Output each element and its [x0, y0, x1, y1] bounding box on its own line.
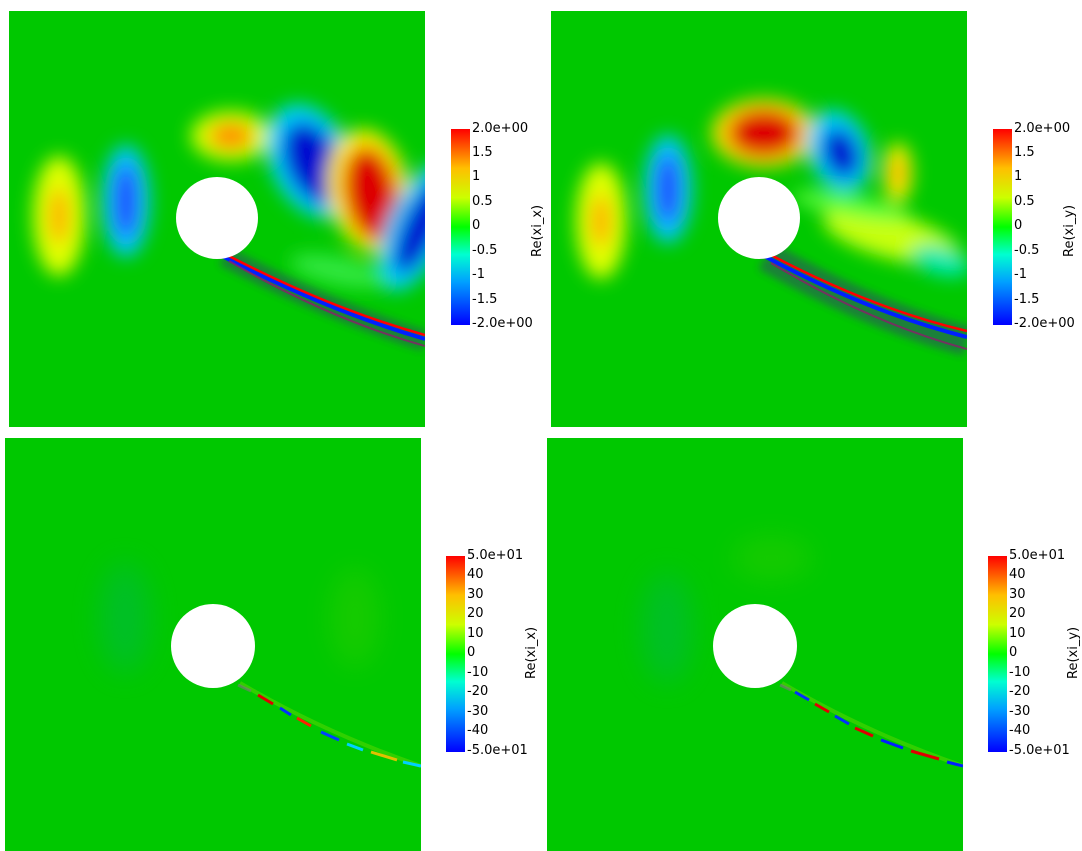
colorbar-tick: -5.0e+01 [1009, 743, 1070, 758]
colorbar-tick: -10 [467, 665, 489, 680]
colorbar-gradient [446, 556, 465, 752]
colorbar-tick: -20 [1009, 684, 1031, 699]
colorbar-gradient [451, 129, 470, 325]
colorbar-tick: 0 [472, 218, 481, 233]
wake-streak [237, 681, 421, 768]
wake-shear-layer [219, 247, 425, 351]
vortex-field [33, 104, 425, 291]
colorbar-tick: 0 [1009, 645, 1018, 660]
colorbar-title: Re(xi_y) [1062, 204, 1077, 257]
faint-vortex-field [100, 563, 380, 673]
colorbar-tick: 20 [1009, 606, 1026, 621]
colorbar-tick: 5.0e+01 [467, 548, 524, 563]
colorbar-tick: 5.0e+01 [1009, 548, 1066, 563]
colorbar-tick: -30 [1009, 704, 1031, 719]
colorbar-tick: -0.5 [472, 243, 498, 258]
colorbar-tick: -5.0e+01 [467, 743, 528, 758]
colorbar-title: Re(xi_x) [524, 626, 539, 679]
colorbar-tick: -20 [467, 684, 489, 699]
colorbar-tick: 2.0e+00 [472, 121, 529, 136]
field-panel-bottom-left [5, 438, 421, 851]
colorbar-tick: -40 [1009, 723, 1031, 738]
contour-plot-bottom-right [547, 438, 963, 851]
colorbar-tick: -1.5 [472, 292, 498, 307]
colorbar-tick: 1 [1014, 169, 1023, 184]
faint-vortex-field [642, 536, 812, 683]
colorbar-tick: 0.5 [1014, 194, 1035, 209]
wake-shear-layer [758, 242, 967, 356]
contour-plot-top-left [9, 11, 425, 427]
cylinder-obstacle [713, 604, 797, 688]
colorbar-tick: 20 [467, 606, 484, 621]
colorbar-tick: -40 [467, 723, 489, 738]
colorbar-tick: 0.5 [472, 194, 493, 209]
colorbar-tick: -1 [1014, 267, 1027, 282]
colorbar-tick: -0.5 [1014, 243, 1040, 258]
colorbar-tick: 2.0e+00 [1014, 121, 1071, 136]
colorbar-tick: 40 [1009, 567, 1026, 582]
colorbar-gradient [988, 556, 1007, 752]
cylinder-obstacle [171, 604, 255, 688]
colorbar-title: Re(xi_y) [1066, 626, 1081, 679]
colorbar-tick: 1.5 [472, 145, 493, 160]
vortex-field [576, 99, 967, 279]
colorbar-tick: 40 [467, 567, 484, 582]
colorbar-tick: 1.5 [1014, 145, 1035, 160]
colorbar-tick: 10 [1009, 626, 1026, 641]
colorbar-tick: 10 [467, 626, 484, 641]
colorbar-tick: 30 [1009, 587, 1026, 602]
colorbar-tick: 0 [467, 645, 476, 660]
contour-plot-bottom-left [5, 438, 421, 851]
colorbar-tick: -30 [467, 704, 489, 719]
field-panel-top-right [551, 11, 967, 427]
contour-plot-top-right [551, 11, 967, 427]
colorbar-tick: -1.5 [1014, 292, 1040, 307]
colorbar-tick: 30 [467, 587, 484, 602]
field-panel-top-left [9, 11, 425, 427]
colorbar-tick: -10 [1009, 665, 1031, 680]
field-panel-bottom-right [547, 438, 963, 851]
colorbar-tick: -1 [472, 267, 485, 282]
colorbar-tick: 0 [1014, 218, 1023, 233]
wake-streak [779, 681, 963, 768]
cylinder-obstacle [718, 177, 800, 259]
colorbar-tick: -2.0e+00 [1014, 316, 1075, 331]
colorbar-tick: 1 [472, 169, 481, 184]
colorbar-title: Re(xi_x) [530, 204, 545, 257]
colorbar-tick: -2.0e+00 [472, 316, 533, 331]
cylinder-obstacle [176, 177, 258, 259]
colorbar-gradient [993, 129, 1012, 325]
